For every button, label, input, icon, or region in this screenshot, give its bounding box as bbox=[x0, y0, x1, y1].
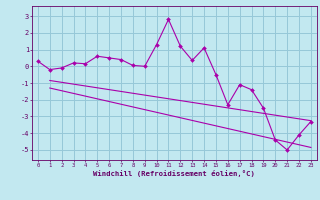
X-axis label: Windchill (Refroidissement éolien,°C): Windchill (Refroidissement éolien,°C) bbox=[93, 170, 255, 177]
